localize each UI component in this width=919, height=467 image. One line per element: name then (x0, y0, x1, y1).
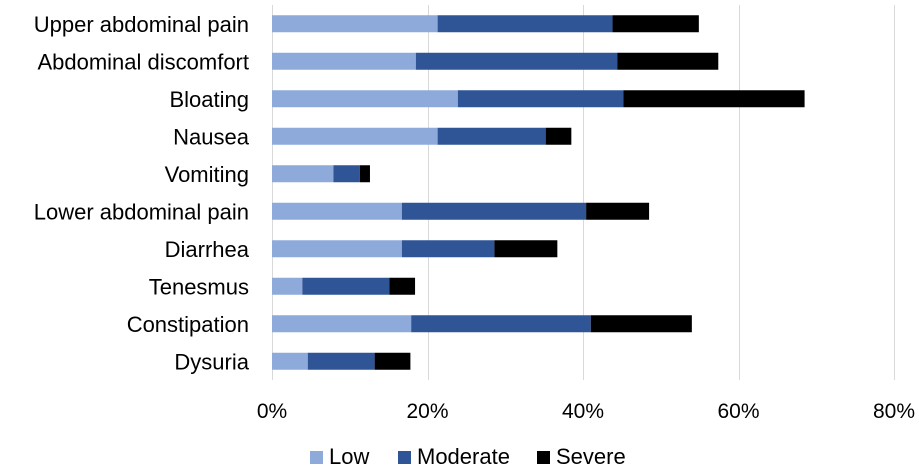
bar-segment-low (272, 127, 438, 145)
category-labels: Upper abdominal pain Abdominal discomfort… (34, 12, 250, 375)
x-tick-label: 80% (873, 400, 915, 423)
legend-swatch (537, 451, 550, 464)
category-label: Tenesmus (149, 274, 249, 299)
category-label: Vomiting (165, 162, 249, 187)
x-tick-label: 0% (257, 400, 287, 423)
bar-segment-low (272, 15, 438, 33)
bar-segment-low (272, 315, 412, 333)
bar-segment-moderate (302, 277, 390, 295)
x-tick-label: 40% (562, 400, 604, 423)
bar-segment-severe (612, 15, 699, 33)
category-label: Nausea (173, 124, 250, 149)
bar-segment-severe (590, 315, 692, 333)
bar-segment-moderate (415, 52, 618, 70)
category-label: Dysuria (174, 349, 249, 374)
bar-segment-low (272, 90, 458, 108)
bar-segment-severe (494, 240, 558, 258)
category-label: Constipation (127, 312, 249, 337)
category-label: Abdominal discomfort (37, 49, 249, 74)
bar-segment-severe (586, 202, 650, 220)
bar-segment-moderate (307, 352, 375, 370)
bar-segment-severe (545, 127, 572, 145)
legend-label: Low (329, 444, 369, 467)
bars (272, 15, 805, 370)
bar-segment-moderate (401, 240, 495, 258)
bar-segment-severe (359, 165, 370, 183)
bar-segment-low (272, 165, 334, 183)
x-tick-label: 20% (406, 400, 448, 423)
bar-segment-moderate (437, 127, 546, 145)
bar-segment-low (272, 277, 303, 295)
bar-segment-severe (389, 277, 416, 295)
bar-segment-low (272, 202, 402, 220)
bar-segment-moderate (333, 165, 360, 183)
legend-swatch (398, 451, 411, 464)
category-label: Upper abdominal pain (34, 12, 249, 37)
bar-segment-severe (374, 352, 411, 370)
category-label: Diarrhea (165, 237, 250, 262)
legend-label: Severe (556, 444, 626, 467)
bar-segment-moderate (457, 90, 624, 108)
bar-segment-low (272, 240, 402, 258)
bar-segment-moderate (411, 315, 591, 333)
x-tick-label: 60% (717, 400, 759, 423)
legend-label: Moderate (417, 444, 510, 467)
category-label: Bloating (169, 87, 249, 112)
bar-segment-low (272, 352, 308, 370)
bar-segment-severe (617, 52, 719, 70)
category-label: Lower abdominal pain (34, 199, 249, 224)
x-tick-labels: 0% 20% 40% 60% 80% (257, 400, 915, 423)
bar-segment-low (272, 52, 416, 70)
bar-segment-moderate (437, 15, 613, 33)
legend-swatch (310, 451, 323, 464)
legend: Low Moderate Severe (310, 444, 626, 467)
bar-segment-moderate (401, 202, 587, 220)
bar-segment-severe (623, 90, 805, 108)
